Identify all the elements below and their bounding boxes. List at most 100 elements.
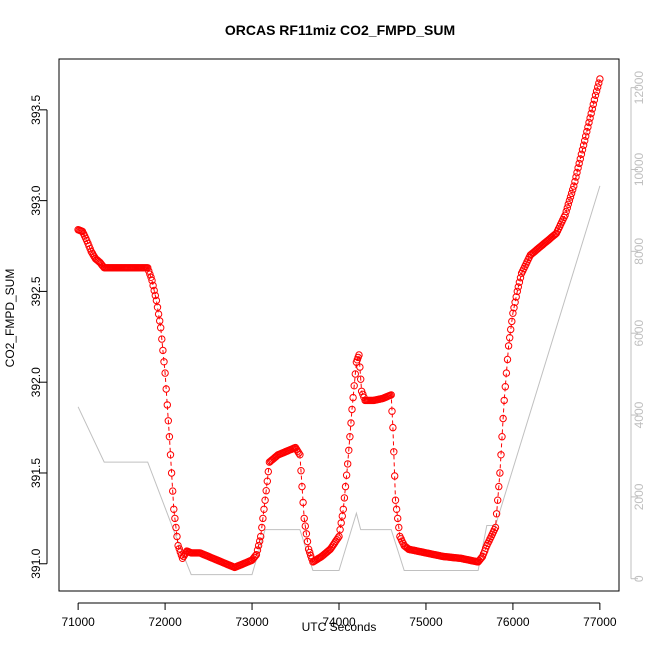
data-point: [174, 541, 182, 550]
data-point: [177, 551, 186, 559]
data-point: [389, 423, 397, 432]
data-point: [588, 105, 596, 113]
data-point: [300, 514, 308, 523]
data-point: [165, 433, 174, 441]
data-point: [160, 358, 168, 366]
data-point: [297, 467, 305, 475]
data-point: [495, 482, 503, 491]
x-axis-label: UTC Seconds: [302, 620, 377, 634]
data-point: [499, 414, 507, 423]
data-point: [158, 335, 166, 343]
left-axis: 391.0 391.5 392.0 392.5 393.0 393.5: [29, 94, 48, 579]
right-tick-label: 0: [632, 575, 646, 582]
data-point: [296, 451, 304, 459]
data-point: [577, 150, 586, 159]
data-point: [301, 522, 309, 530]
data-point: [342, 471, 351, 479]
data-point: [511, 298, 519, 306]
data-point: [344, 460, 352, 468]
data-point: [572, 173, 580, 181]
data-point: [179, 552, 188, 561]
primary-series-line: [77, 78, 601, 568]
data-point: [263, 477, 271, 485]
left-tick-label: 393.5: [29, 94, 43, 124]
data-point: [154, 310, 163, 318]
data-point: [173, 532, 181, 541]
data-point: [516, 274, 525, 282]
data-point: [292, 445, 301, 454]
bottom-axis: 71000 72000 73000 74000 75000 76000 77000: [61, 602, 617, 629]
data-point: [259, 514, 267, 523]
data-point: [388, 407, 396, 415]
data-point: [395, 523, 403, 532]
data-point: [340, 494, 349, 502]
data-point: [498, 433, 506, 441]
data-point: [513, 287, 521, 296]
data-point: [594, 83, 602, 91]
data-point: [167, 469, 176, 477]
left-tick-label: 393.0: [29, 185, 43, 215]
data-point: [298, 482, 306, 491]
data-point: [157, 324, 165, 332]
data-point: [164, 417, 173, 425]
data-point: [566, 193, 575, 201]
data-point: [349, 393, 357, 402]
bottom-tick-label: 74000: [322, 615, 356, 629]
data-point: [357, 375, 365, 383]
data-point: [254, 541, 263, 550]
data-point: [492, 510, 501, 518]
data-point: [571, 177, 579, 186]
y-axis-label: CO2_FMPD_SUM: [3, 269, 17, 368]
data-point: [347, 419, 355, 427]
data-point: [161, 369, 169, 377]
data-point: [304, 545, 313, 553]
bottom-tick-label: 72000: [148, 615, 182, 629]
data-point: [175, 545, 183, 553]
data-point: [337, 519, 345, 527]
data-point: [339, 505, 347, 513]
right-tick-label: 2000: [632, 483, 646, 510]
data-point: [172, 523, 180, 532]
bottom-tick-label: 77000: [583, 615, 617, 629]
data-point: [336, 526, 344, 534]
data-point: [569, 186, 577, 194]
data-point: [291, 443, 300, 452]
data-point: [507, 325, 515, 334]
right-tick-label: 8000: [632, 238, 646, 265]
data-point: [391, 472, 399, 480]
chart-title: ORCAS RF11miz CO2_FMPD_SUM: [225, 22, 455, 38]
data-point: [146, 270, 154, 278]
data-point: [152, 296, 161, 305]
data-point: [514, 283, 522, 291]
data-point: [586, 114, 594, 122]
data-point: [153, 303, 162, 311]
data-point: [391, 496, 400, 504]
data-point: [262, 487, 270, 495]
bottom-tick-label: 73000: [235, 615, 269, 629]
data-point: [590, 96, 599, 104]
data-point: [169, 487, 177, 495]
data-point: [149, 281, 157, 290]
data-point: [294, 447, 302, 455]
data-point: [497, 451, 505, 459]
data-point: [144, 264, 152, 272]
data-point: [584, 123, 592, 131]
data-point: [392, 505, 401, 513]
data-point: [150, 286, 158, 295]
data-point: [350, 382, 358, 390]
data-point: [595, 79, 603, 87]
data-point: [515, 278, 524, 286]
data-point: [355, 351, 363, 359]
data-point: [576, 155, 584, 163]
data-point: [253, 546, 262, 554]
data-point: [87, 247, 95, 256]
data-point: [335, 532, 343, 541]
left-tick-label: 392.0: [29, 367, 43, 397]
data-point: [303, 537, 312, 546]
data-point: [356, 363, 364, 371]
left-tick-label: 391.5: [29, 458, 43, 488]
data-point: [578, 146, 587, 154]
data-point: [494, 496, 502, 504]
right-tick-label: 6000: [632, 320, 646, 347]
